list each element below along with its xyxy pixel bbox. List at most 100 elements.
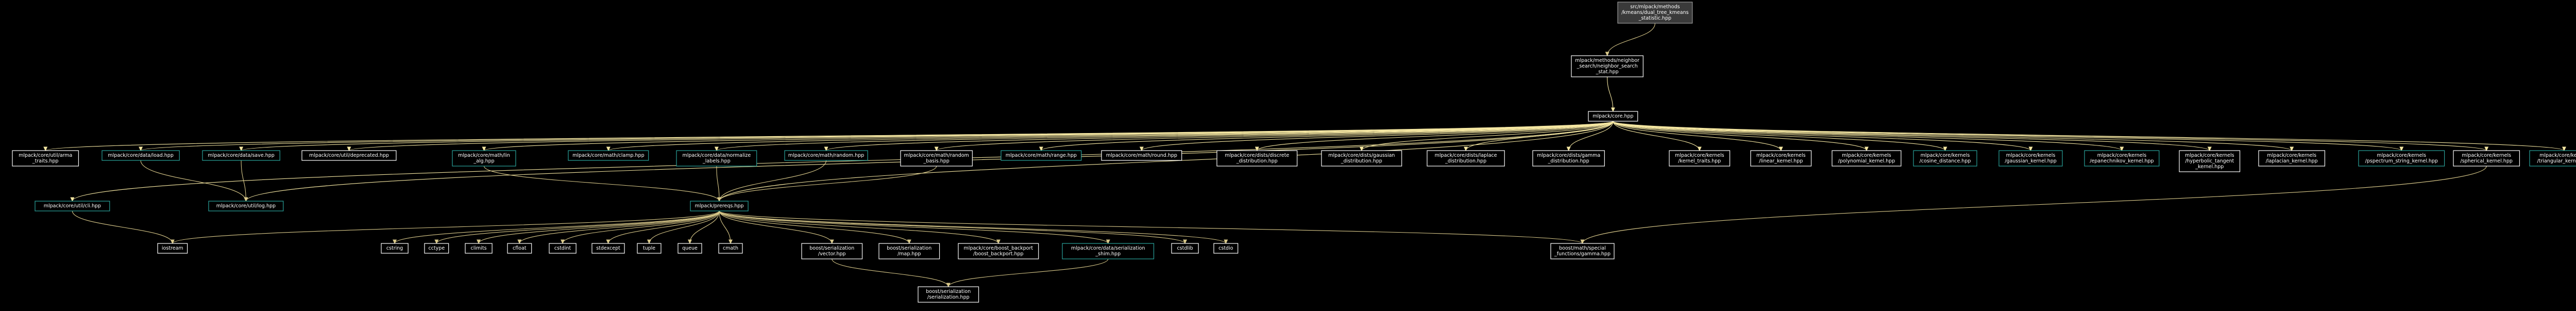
node-tuple: tuple: [637, 243, 662, 254]
node-label-line: mlpack/core/kernels: [2462, 153, 2511, 158]
node-prereqs[interactable]: mlpack/prereqs.hpp: [690, 201, 749, 211]
edge-prereqs-to-iostream: [170, 210, 720, 244]
edge-bs-vector-to-bs-serial: [832, 258, 951, 288]
node-tri-k[interactable]: mlpack/core/kernels/triangular_kernel.hp…: [2529, 150, 2576, 167]
node-label-line: cstdlib: [1177, 245, 1193, 251]
node-box: [878, 243, 940, 259]
node-box: [918, 286, 979, 303]
node-epan-k[interactable]: mlpack/core/kernels/epanechnikov_kernel.…: [2084, 150, 2160, 167]
node-ns: mlpack/methods/neighbor_search/neighbor_…: [1571, 55, 1643, 77]
node-linear-k: mlpack/core/kernels/linear_kernel.hpp: [1750, 150, 1812, 167]
node-pspec-k[interactable]: mlpack/core/kernels/pspectrum_string_ker…: [2358, 150, 2445, 167]
node-cli[interactable]: mlpack/core/util/cli.hpp: [35, 201, 110, 211]
node-data-save[interactable]: mlpack/core/data/save.hpp: [202, 150, 280, 161]
node-box: [591, 243, 625, 254]
node-label-line: mlpack/core/data/save.hpp: [208, 153, 274, 158]
node-kernel-traits: mlpack/core/kernels/kernel_traits.hpp: [1669, 150, 1731, 167]
node-box: [1101, 150, 1182, 161]
node-bs-map: boost/serialization/map.hpp: [878, 243, 940, 259]
node-iostream: iostream: [157, 243, 188, 254]
node-arma-traits: mlpack/core/util/arma_traits.hpp: [12, 150, 79, 167]
node-label-line: _alg.hpp: [473, 158, 494, 164]
edge-prereqs-to-cstdint: [561, 210, 720, 244]
node-label-line: iostream: [162, 245, 183, 251]
node-box: [157, 243, 188, 254]
node-round: mlpack/core/math/round.hpp: [1101, 150, 1182, 161]
edge-prereqs-to-bs-vector: [719, 210, 834, 244]
node-range[interactable]: mlpack/core/math/range.hpp: [1001, 150, 1082, 161]
node-box: [208, 201, 284, 211]
node-label-line: /laplacian_kernel.hpp: [2266, 158, 2318, 164]
node-label-line: _traits.hpp: [32, 158, 59, 164]
node-shim[interactable]: mlpack/core/data/serialization_shim.hpp: [1062, 243, 1155, 259]
edge-prereqs-to-bs-map: [719, 210, 911, 244]
node-label-line: mlpack/core/kernels: [2185, 153, 2234, 158]
node-box: [1532, 150, 1605, 167]
node-label-line: tuple: [643, 245, 655, 251]
node-cosine-d[interactable]: mlpack/core/kernels/cosine_distance.hpp: [1913, 150, 1977, 167]
node-box: [2258, 150, 2326, 167]
node-label-line: mlpack/core/dists/gaussian: [1328, 153, 1395, 158]
node-log[interactable]: mlpack/core/util/log.hpp: [208, 201, 284, 211]
node-gauss-k[interactable]: mlpack/core/kernels/gaussian_kernel.hpp: [1998, 150, 2063, 167]
node-cstdio: cstdio: [1213, 243, 1239, 254]
node-label-line: climits: [471, 245, 487, 251]
edge-core-to-range: [1039, 121, 1614, 152]
node-label-line: mlpack/core/kernels: [2267, 153, 2316, 158]
node-random[interactable]: mlpack/core/math/random.hpp: [784, 150, 868, 161]
node-box: [2179, 150, 2241, 172]
node-box: [2358, 150, 2445, 167]
edges-layer: [43, 23, 2566, 288]
edge-prereqs-to-boost-backport: [719, 210, 1001, 244]
node-box: [1171, 243, 1199, 254]
edge-core-to-hyptan-k: [1613, 121, 2212, 152]
node-box: [718, 243, 743, 254]
node-cstdlib: cstdlib: [1171, 243, 1199, 254]
node-label-line: /hyperbolic_tangent: [2185, 158, 2234, 164]
node-box: [1998, 150, 2063, 167]
node-label-line: mlpack/core/kernels: [2006, 153, 2056, 158]
node-box: [301, 150, 397, 161]
node-label-line: boost/math/special: [1559, 245, 1606, 251]
node-label-line: mlpack/core/math/random.hpp: [788, 153, 864, 158]
node-box: [507, 243, 532, 254]
node-box: [1669, 150, 1731, 167]
node-label-line: cstring: [386, 245, 403, 251]
node-lin-alg[interactable]: mlpack/core/math/lin_alg.hpp: [452, 150, 516, 167]
edge-core-to-epan-k: [1613, 121, 2124, 152]
node-label-line: _kernel.hpp: [2195, 164, 2224, 170]
edge-prereqs-to-cstdio: [719, 210, 1228, 244]
edge-prereqs-to-stdexcept: [606, 210, 720, 244]
node-label-line: /vector.hpp: [818, 251, 846, 257]
node-label-line: cstdio: [1218, 245, 1233, 251]
edge-core-to-normalize: [714, 121, 1614, 152]
node-box: [677, 243, 702, 254]
edge-core-to-linear-k: [1613, 121, 1783, 152]
node-data-load[interactable]: mlpack/core/data/load.hpp: [101, 150, 180, 161]
node-label-line: boost/serialization: [809, 245, 854, 251]
edge-prereqs-to-cmath: [719, 210, 733, 244]
node-label-line: mlpack/core/math/round.hpp: [1106, 153, 1177, 158]
node-label-line: mlpack/core/util/cli.hpp: [44, 203, 101, 209]
node-label-line: mlpack/core/util/log.hpp: [216, 203, 276, 209]
edge-random-basis-to-prereqs: [717, 166, 937, 202]
node-label-line: mlpack/core/data/load.hpp: [108, 153, 173, 158]
node-cstring: cstring: [381, 243, 409, 254]
node-label-line: mlpack/core/kernels: [2539, 153, 2576, 158]
node-lapl-k: mlpack/core/kernels/laplacian_kernel.hpp: [2258, 150, 2326, 167]
node-label-line: mlpack/prereqs.hpp: [695, 203, 744, 209]
node-label-line: _distribution.hpp: [1445, 158, 1486, 164]
node-poly-k: mlpack/core/kernels/polynomial_kernel.hp…: [1832, 150, 1902, 167]
node-box: [676, 150, 757, 167]
node-box: [784, 150, 868, 161]
node-box: [424, 243, 449, 254]
node-discrete: mlpack/core/dists/discrete_distribution.…: [1216, 150, 1298, 167]
node-box: [801, 243, 863, 259]
nodes-layer: src/mlpack/methods/kmeans/dual_tree_kmea…: [12, 2, 2576, 303]
node-label-line: /epanechnikov_kernel.hpp: [2090, 158, 2154, 164]
node-label-line: _distribution.hpp: [1341, 158, 1382, 164]
node-clamp[interactable]: mlpack/core/math/clamp.hpp: [568, 150, 649, 161]
node-cfloat: cfloat: [507, 243, 532, 254]
node-label-line: _functions/gamma.hpp: [1554, 251, 1611, 257]
node-normalize[interactable]: mlpack/core/data/normalize_labels.hpp: [676, 150, 757, 167]
